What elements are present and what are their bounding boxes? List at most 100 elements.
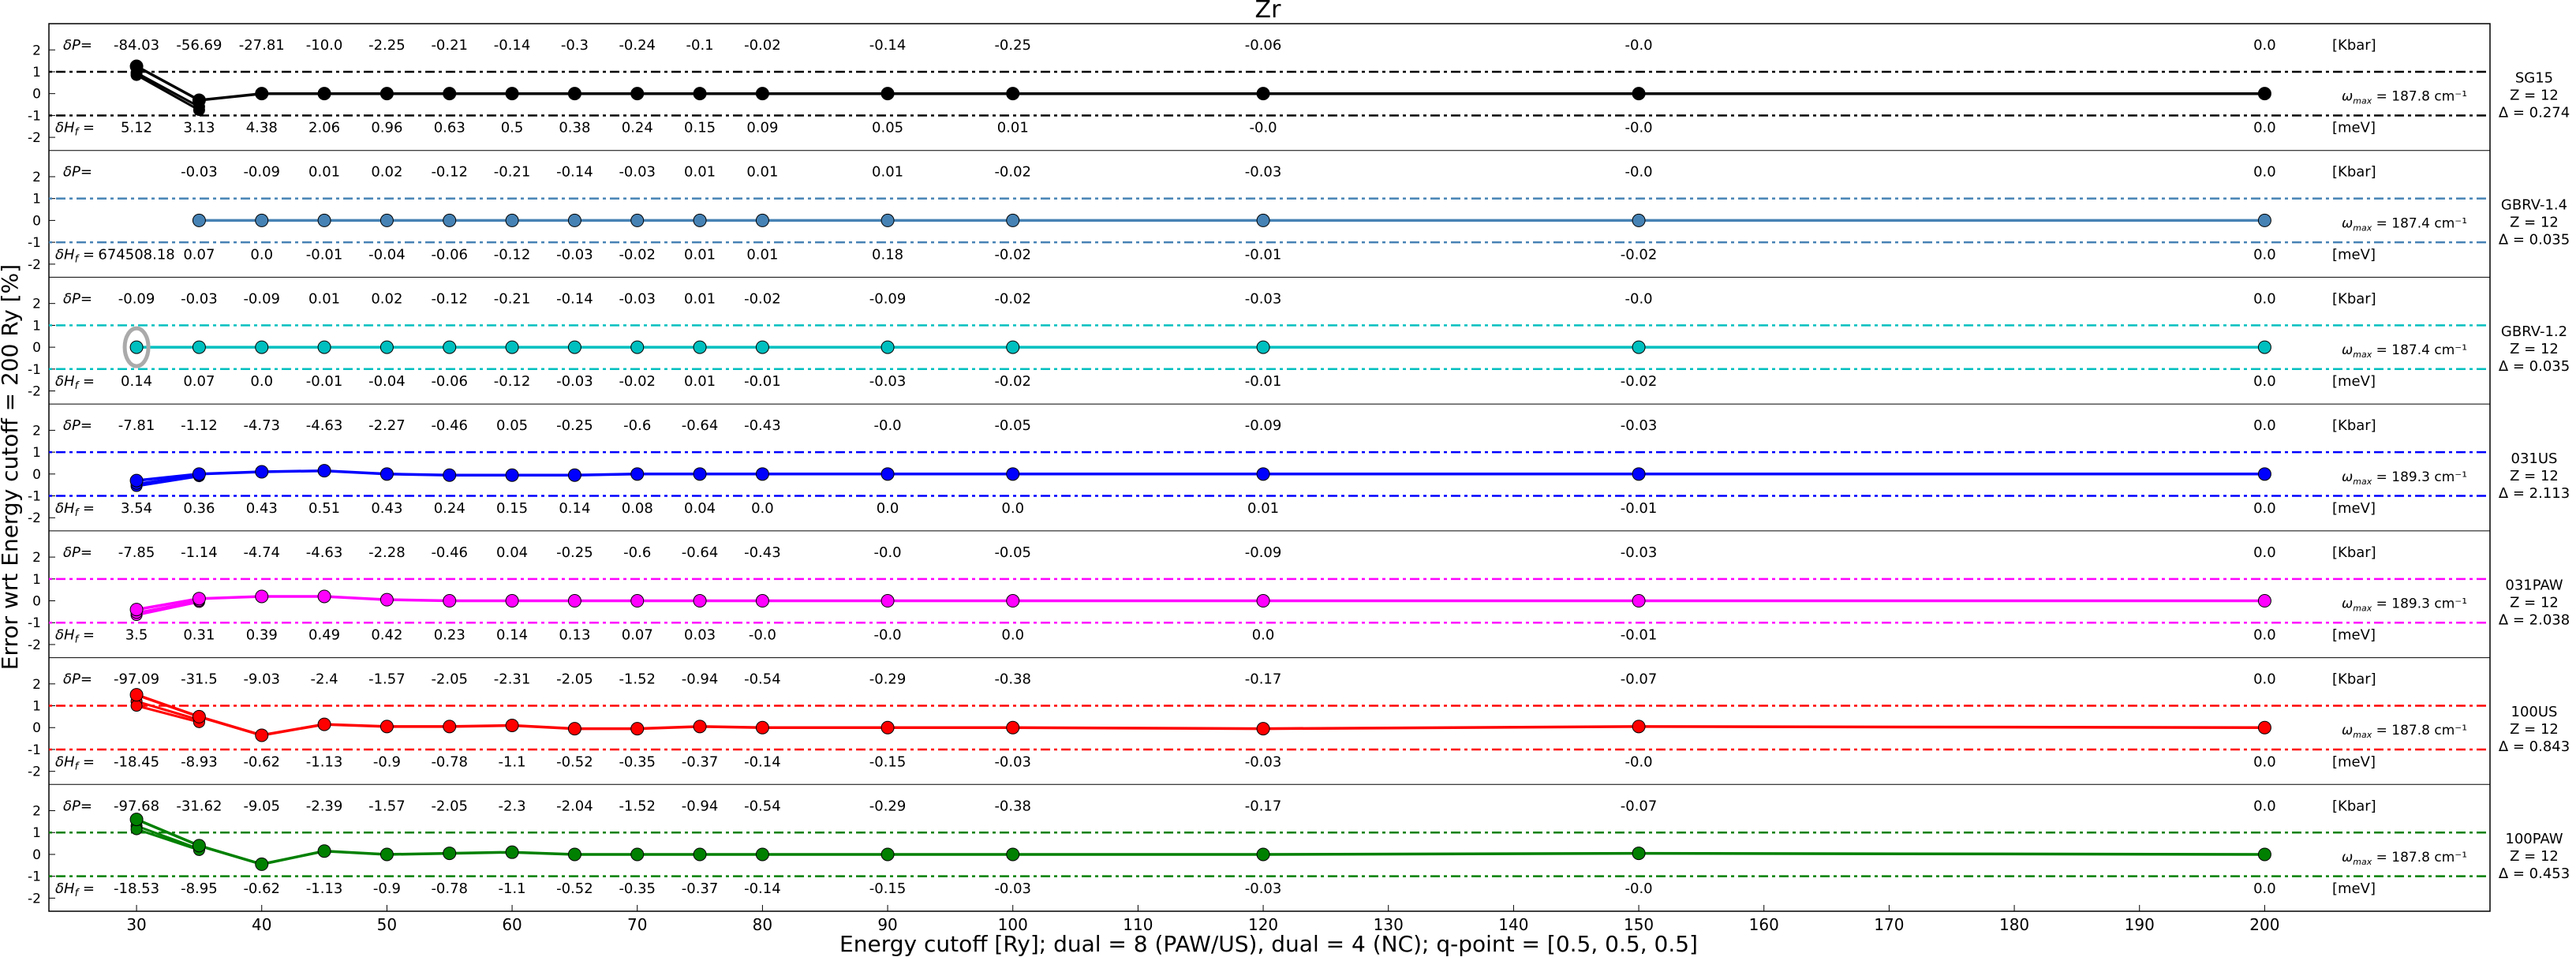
x-axis-label: Energy cutoff [Ry]; dual = 8 (PAW/US), d… <box>839 931 1698 957</box>
dp-value: -0.0 <box>1625 164 1653 181</box>
series-point <box>1006 213 1020 227</box>
dh-value: 2.06 <box>308 120 340 136</box>
dh-value: -0.03 <box>1245 753 1282 770</box>
dh-value: 0.13 <box>559 627 590 644</box>
series-point <box>129 59 144 73</box>
dh-value: 0.15 <box>684 120 716 136</box>
series-point <box>755 467 769 481</box>
series-point <box>255 340 269 354</box>
x-tick-label: 150 <box>1624 915 1654 934</box>
series-point <box>379 720 394 734</box>
dh-value: 0.49 <box>308 627 340 644</box>
series-point <box>2257 340 2271 354</box>
series-trace <box>136 475 200 488</box>
dp-value: -0.05 <box>994 417 1031 434</box>
dh-value: -0.03 <box>556 246 593 263</box>
dp-value: -0.0 <box>1625 290 1653 307</box>
dh-value: -0.04 <box>368 373 406 390</box>
dh-value: 0.0 <box>250 246 273 263</box>
omega-max-label: ωmax = 187.4 cm⁻¹ <box>2342 215 2467 233</box>
dh-label: δHf = <box>55 880 95 899</box>
series-point <box>1006 467 1020 481</box>
dh-value: 3.5 <box>125 627 148 644</box>
series-trace <box>136 828 200 851</box>
series-trace <box>136 600 200 616</box>
y-tick-label: -2 <box>28 891 41 907</box>
dh-value: 4.38 <box>246 120 278 136</box>
series-point <box>755 87 769 101</box>
dp-value: -0.0 <box>1625 37 1653 54</box>
y-tick-label: -2 <box>28 257 41 273</box>
dh-value: -8.93 <box>181 753 218 770</box>
series-point <box>880 340 895 354</box>
dh-value: 0.63 <box>434 120 465 136</box>
series-point <box>630 213 645 227</box>
dp-value: -0.64 <box>682 417 719 434</box>
series-point <box>317 717 331 731</box>
panel-031paw: 2 1 0 -1 -2 δP= -7.85 -1.14 -4.74 -4.63 -2.28 -0.46… <box>28 530 2570 653</box>
dh-value: 674508.18 <box>98 246 174 263</box>
pseudo-delta: Δ = 2.113 <box>2499 485 2570 502</box>
dp-value: 0.0 <box>2253 544 2276 561</box>
y-tick-label: 2 <box>32 43 41 58</box>
series-point <box>505 340 519 354</box>
dh-value: 0.01 <box>746 246 778 263</box>
dh-value: -0.01 <box>1245 246 1282 263</box>
y-tick-label: -1 <box>28 362 41 378</box>
series-point <box>317 844 331 858</box>
dh-label: δHf = <box>55 246 95 265</box>
pseudo-name: 031US <box>2511 450 2558 467</box>
series-point <box>443 594 457 608</box>
dp-value: -0.03 <box>1245 290 1282 307</box>
y-tick-label: -2 <box>28 130 41 146</box>
dp-value: -0.09 <box>243 290 280 307</box>
series-point <box>1256 340 1270 354</box>
dp-value: -1.52 <box>619 671 656 688</box>
dh-value: -0.35 <box>619 753 656 770</box>
dh-value: -0.03 <box>994 753 1031 770</box>
panel-031us: 2 1 0 -1 -2 δP= -7.81 -1.12 -4.73 -4.63 -2.27 -0.46… <box>28 403 2570 526</box>
dp-value: -0.05 <box>994 544 1031 561</box>
series-point <box>693 213 707 227</box>
series-point <box>443 87 457 101</box>
series-point <box>192 93 206 107</box>
pseudo-z: Z = 12 <box>2510 595 2559 611</box>
dh-value: -0.35 <box>619 880 656 897</box>
dh-value: -0.03 <box>556 373 593 390</box>
series-point <box>255 589 269 604</box>
y-tick-label: -1 <box>28 235 41 251</box>
series-point <box>2257 720 2271 735</box>
series-point <box>192 839 206 853</box>
y-tick-label: -2 <box>28 637 41 653</box>
dp-value: -0.43 <box>744 417 781 434</box>
dp-value: -9.03 <box>243 671 280 688</box>
dp-value: -0.94 <box>682 798 719 814</box>
plot-frame <box>48 23 2491 912</box>
dp-value: -0.03 <box>1245 164 1282 181</box>
dh-value: -18.53 <box>114 880 159 897</box>
dh-value: 5.12 <box>121 120 152 136</box>
dp-value: -0.14 <box>556 164 593 181</box>
dp-value: 0.01 <box>746 164 778 181</box>
pseudo-name: 100US <box>2511 704 2558 720</box>
series-point <box>693 87 707 101</box>
series-point <box>379 847 394 862</box>
dp-value: -0.09 <box>869 290 907 307</box>
dp-value: 0.01 <box>308 290 340 307</box>
dp-value: -0.0 <box>874 544 902 561</box>
series-point <box>1632 87 1646 101</box>
dp-value: -0.07 <box>1621 798 1658 814</box>
dh-value: 0.0 <box>2253 373 2276 390</box>
series-point <box>567 340 581 354</box>
y-tick-label: 2 <box>32 804 41 820</box>
dh-value: -0.06 <box>431 246 468 263</box>
dh-value: 0.07 <box>183 246 215 263</box>
series-point <box>255 87 269 101</box>
dp-value: -2.05 <box>431 798 468 814</box>
dh-value: -0.02 <box>1621 373 1658 390</box>
dp-value: -4.74 <box>243 544 280 561</box>
series-point <box>317 464 331 478</box>
pseudo-delta: Δ = 0.035 <box>2499 231 2570 248</box>
dp-value: -0.25 <box>994 37 1031 54</box>
